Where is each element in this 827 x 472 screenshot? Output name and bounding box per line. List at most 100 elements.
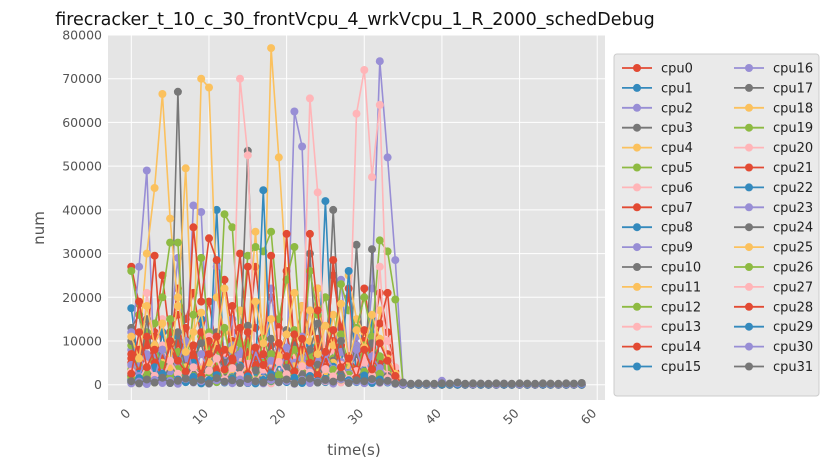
data-point xyxy=(127,350,136,359)
legend-label: cpu18 xyxy=(773,101,813,116)
data-point xyxy=(453,378,462,387)
y-axis-label: num xyxy=(30,211,48,245)
data-point xyxy=(577,379,586,387)
x-tick-label: 40 xyxy=(422,405,444,427)
data-point xyxy=(158,319,167,328)
y-tick-label: 60000 xyxy=(62,115,102,130)
legend-item-cpu14: cpu14 xyxy=(622,340,701,355)
legend-item-cpu6: cpu6 xyxy=(622,181,693,196)
data-point xyxy=(189,378,198,387)
data-point xyxy=(321,293,330,302)
data-point xyxy=(197,253,206,262)
legend-marker xyxy=(745,143,753,152)
data-point xyxy=(368,173,376,182)
legend-label: cpu4 xyxy=(661,141,693,156)
data-point xyxy=(243,151,252,160)
data-point xyxy=(368,310,376,319)
y-tick-label: 10000 xyxy=(62,333,102,348)
legend-marker xyxy=(745,302,753,311)
legend-label: cpu14 xyxy=(661,340,701,355)
data-point xyxy=(337,330,345,339)
data-point xyxy=(313,188,322,197)
y-tick-label: 70000 xyxy=(62,71,102,86)
data-point xyxy=(127,304,136,313)
data-point xyxy=(267,373,276,382)
data-point xyxy=(158,373,167,382)
legend-label: cpu20 xyxy=(773,141,813,156)
data-point xyxy=(337,363,345,372)
data-point xyxy=(173,356,182,365)
data-point xyxy=(368,375,376,383)
y-tick-label: 0 xyxy=(94,377,102,392)
data-point xyxy=(290,288,299,297)
legend-marker xyxy=(633,263,641,271)
data-point xyxy=(313,378,322,387)
legend-marker xyxy=(745,203,753,212)
data-point xyxy=(391,295,400,304)
data-point xyxy=(531,379,540,388)
legend-label: cpu0 xyxy=(661,62,693,77)
data-point xyxy=(546,379,555,388)
data-point xyxy=(445,379,454,388)
legend-marker xyxy=(633,163,641,172)
legend-item-cpu25: cpu25 xyxy=(734,241,813,256)
legend-marker xyxy=(633,203,641,212)
data-point xyxy=(189,363,198,372)
data-point xyxy=(228,354,237,363)
data-point xyxy=(360,284,369,293)
data-point xyxy=(360,377,369,386)
data-point xyxy=(274,339,283,348)
data-point xyxy=(158,345,167,354)
legend-item-cpu19: cpu19 xyxy=(734,121,813,136)
data-point xyxy=(360,371,369,380)
data-point xyxy=(212,205,221,214)
data-point xyxy=(321,365,330,373)
data-point xyxy=(189,223,198,232)
y-tick-label: 20000 xyxy=(62,290,102,305)
data-point xyxy=(375,100,384,109)
data-point xyxy=(274,371,283,380)
data-point xyxy=(375,319,384,328)
legend-item-cpu26: cpu26 xyxy=(734,261,813,276)
data-point xyxy=(313,371,322,380)
data-point xyxy=(368,245,376,254)
data-point xyxy=(375,352,384,361)
legend-item-cpu23: cpu23 xyxy=(734,201,813,216)
data-point xyxy=(236,379,244,387)
data-point xyxy=(313,319,322,328)
data-point xyxy=(251,343,260,352)
data-point xyxy=(236,74,244,83)
data-point xyxy=(197,308,206,317)
data-point xyxy=(150,251,159,260)
data-point xyxy=(313,306,322,315)
data-point xyxy=(173,328,182,337)
data-point xyxy=(290,373,299,382)
data-point xyxy=(321,347,330,356)
data-point xyxy=(150,378,159,387)
legend-label: cpu9 xyxy=(661,241,693,256)
data-point xyxy=(554,379,563,388)
data-point xyxy=(538,379,547,388)
data-point xyxy=(391,256,400,265)
legend-item-cpu5: cpu5 xyxy=(622,161,693,176)
data-point xyxy=(173,87,182,96)
data-point xyxy=(290,330,299,339)
data-point xyxy=(197,74,206,83)
data-point xyxy=(267,350,276,359)
data-point xyxy=(515,379,524,388)
legend-label: cpu6 xyxy=(661,181,693,196)
data-point xyxy=(399,378,408,387)
data-point xyxy=(274,378,283,387)
data-point xyxy=(228,302,237,310)
legend-item-cpu22: cpu22 xyxy=(734,181,813,196)
legend-item-cpu3: cpu3 xyxy=(622,121,693,136)
legend-label: cpu28 xyxy=(773,300,813,315)
data-point xyxy=(290,367,299,376)
data-point xyxy=(142,332,151,341)
legend-label: cpu7 xyxy=(661,201,693,216)
data-point xyxy=(135,354,144,363)
data-point xyxy=(484,379,493,388)
y-tick-label: 80000 xyxy=(62,28,102,43)
data-point xyxy=(135,297,144,306)
data-point xyxy=(352,240,361,249)
